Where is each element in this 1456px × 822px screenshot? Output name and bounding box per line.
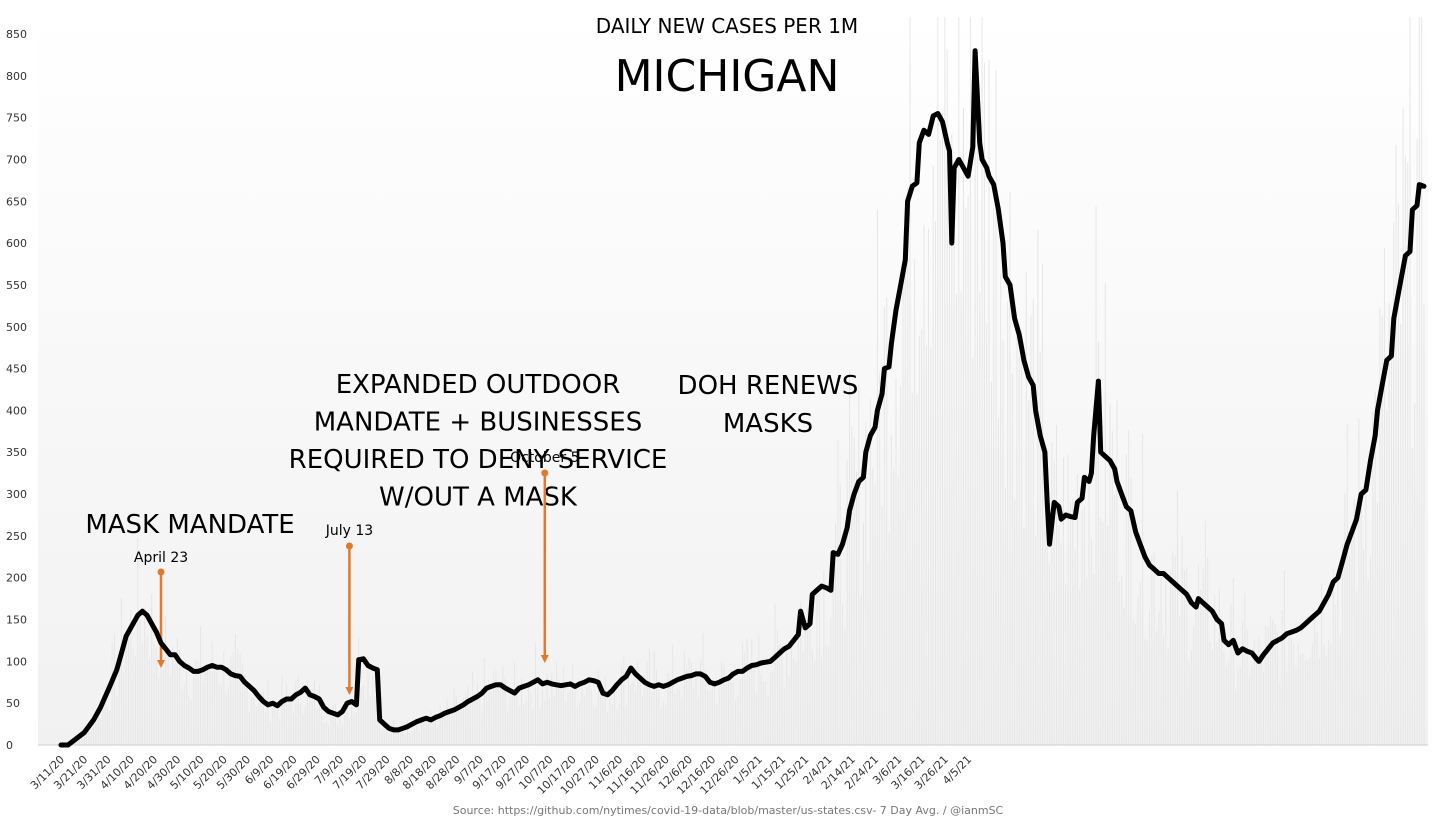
y-tick-label: 550	[6, 279, 27, 292]
annotation-arrowhead	[540, 655, 549, 663]
annotation-date: October 5	[510, 450, 579, 466]
y-tick-label: 500	[6, 321, 27, 334]
annotation-arrowhead	[157, 660, 166, 668]
annotation-label: DOH RENEWS	[678, 371, 859, 401]
y-tick-label: 300	[6, 488, 27, 501]
chart-title: DAILY NEW CASES PER 1M	[596, 14, 858, 38]
annotation-date: April 23	[134, 550, 188, 566]
y-tick-label: 850	[6, 28, 27, 41]
y-tick-label: 600	[6, 237, 27, 250]
y-tick-label: 700	[6, 153, 27, 166]
annotation-label: MANDATE + BUSINESSES	[314, 408, 642, 438]
y-tick-label: 350	[6, 446, 27, 459]
y-tick-label: 750	[6, 112, 27, 125]
annotation-label: MASK MANDATE	[85, 510, 294, 540]
y-tick-label: 200	[6, 572, 27, 585]
annotation-label: REQUIRED TO DENY SERVICE	[289, 445, 668, 475]
y-tick-label: 400	[6, 404, 27, 417]
x-axis: 3/11/203/21/203/31/204/10/204/20/204/30/…	[28, 753, 974, 797]
y-tick-label: 800	[6, 70, 27, 83]
annotation-label: EXPANDED OUTDOOR	[336, 370, 621, 400]
y-tick-label: 150	[6, 614, 27, 627]
y-tick-label: 50	[6, 697, 20, 710]
annotation-label: W/OUT A MASK	[379, 483, 578, 513]
annotations: MASK MANDATE April 23 EXPANDED OUTDOOR MAND…	[85, 370, 858, 695]
source-note: Source: https://github.com/nytimes/covid…	[453, 804, 1004, 817]
y-tick-label: 250	[6, 530, 27, 543]
y-axis: 0 50 100 150 200 250 300 350 400 450 500 550 600 650 7…	[6, 28, 27, 752]
annotation-label: MASKS	[723, 409, 813, 439]
y-tick-label: 650	[6, 195, 27, 208]
y-tick-label: 450	[6, 363, 27, 376]
y-tick-label: 100	[6, 655, 27, 668]
chart-subtitle: MICHIGAN	[615, 51, 840, 102]
y-tick-label: 0	[6, 739, 13, 752]
annotation-date: July 13	[325, 523, 373, 539]
series-line-michigan	[58, 48, 1427, 748]
annotation-arrowhead	[345, 687, 354, 695]
